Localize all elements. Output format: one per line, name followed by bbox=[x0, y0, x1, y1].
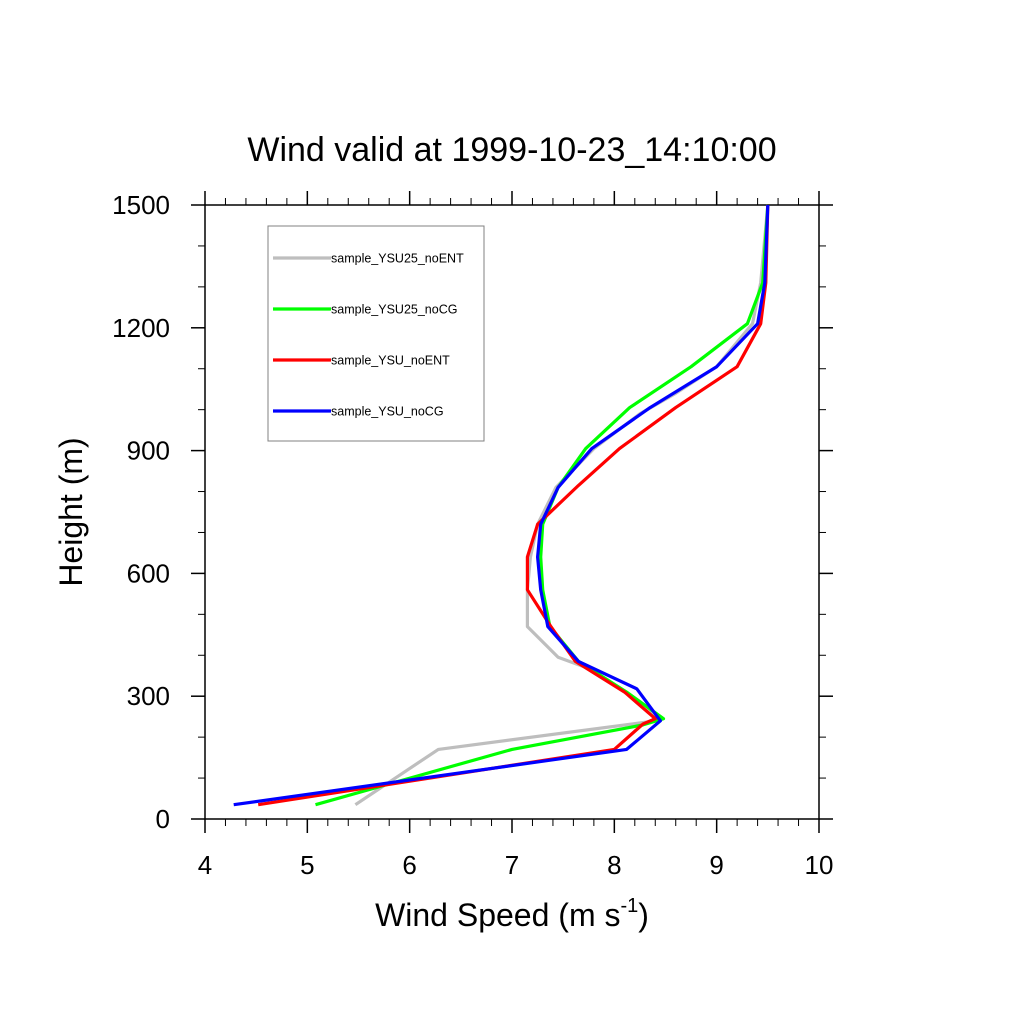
y-axis-label: Height (m) bbox=[53, 437, 89, 586]
legend-label: sample_YSU25_noCG bbox=[331, 303, 457, 317]
x-tick-labels: 4 5 6 7 8 9 10 bbox=[198, 850, 834, 880]
series-line-sample_YSU_noCG bbox=[233, 204, 770, 807]
series-line-sample_YSU_noENT bbox=[257, 204, 770, 807]
legend: sample_YSU25_noENT sample_YSU25_noCGsampl… bbox=[267, 225, 485, 442]
legend-label: sample_YSU25_noENT bbox=[331, 252, 464, 266]
x-tick-label: 4 bbox=[198, 850, 212, 880]
y-tick-label: 1200 bbox=[112, 313, 170, 343]
x-tick-label: 8 bbox=[607, 850, 621, 880]
x-tick-label: 10 bbox=[805, 850, 834, 880]
y-tick-label: 600 bbox=[127, 558, 170, 588]
y-tick-label: 300 bbox=[127, 681, 170, 711]
series-line-sample_YSU25_noCG bbox=[315, 204, 770, 807]
x-tick-label: 9 bbox=[709, 850, 723, 880]
x-tick-label: 7 bbox=[505, 850, 519, 880]
axis-ticks bbox=[191, 191, 833, 833]
y-tick-label: 1500 bbox=[112, 190, 170, 220]
series-layer bbox=[233, 204, 770, 807]
x-axis-label: Wind Speed (m s-1) bbox=[375, 895, 649, 933]
x-tick-label: 5 bbox=[300, 850, 314, 880]
y-tick-label: 0 bbox=[156, 804, 170, 834]
legend-items: sample_YSU25_noENT sample_YSU25_noCGsampl… bbox=[273, 252, 464, 419]
y-tick-labels: 0 300 600 900 1200 1500 bbox=[112, 190, 170, 834]
chart-title: Wind valid at 1999-10-23_14:10:00 bbox=[247, 131, 776, 169]
legend-box bbox=[267, 225, 485, 442]
legend-label: sample_YSU_noENT bbox=[331, 354, 450, 368]
legend-label: sample_YSU_noCG bbox=[331, 405, 444, 419]
y-tick-label: 900 bbox=[127, 436, 170, 466]
x-tick-label: 6 bbox=[402, 850, 416, 880]
